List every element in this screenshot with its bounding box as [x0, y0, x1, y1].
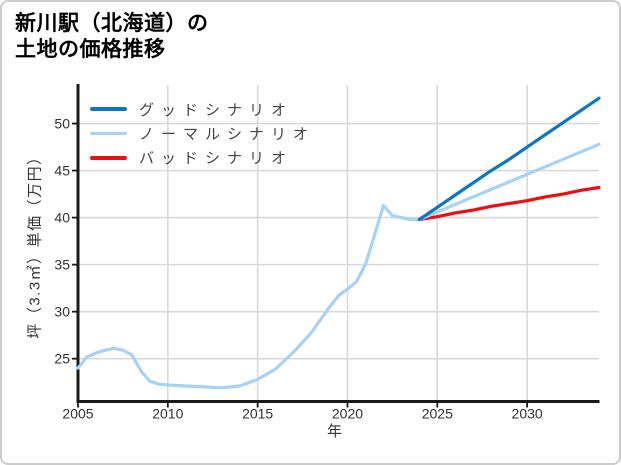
y-tick-label: 45: [54, 163, 70, 179]
chart-title-line-1: 新川駅（北海道）の: [15, 12, 209, 35]
legend-item-label: バッドシナリオ: [139, 150, 294, 168]
legend-line-icon: [90, 107, 127, 111]
legend-line-icon: [90, 131, 127, 136]
x-tick-label: 2010: [152, 406, 183, 422]
legend-line-icon: [90, 155, 127, 160]
y-tick-label: 50: [54, 116, 70, 132]
legend-item: ノーマルシナリオ: [90, 125, 316, 143]
chart-title: 新川駅（北海道）の 土地の価格推移: [15, 11, 209, 63]
series-line-history: [76, 203, 421, 390]
x-tick-label: 2030: [512, 406, 543, 422]
y-tick-label: 30: [54, 304, 70, 320]
tick-labels: 2005 2010 2015 2020 2025 2030 25 30 35 40 45 50: [54, 116, 542, 422]
legend-item-label: ノーマルシナリオ: [139, 125, 316, 143]
y-axis-label: 坪（3.3㎡）単価（万円）: [26, 148, 44, 339]
y-tick-label: 40: [54, 210, 70, 226]
x-axis-label: 年: [326, 423, 343, 440]
series-lines: [76, 96, 601, 390]
y-tick-label: 35: [54, 257, 70, 273]
legend-item-label: グッドシナリオ: [139, 101, 294, 119]
x-tick-label: 2020: [332, 406, 363, 422]
x-tick-label: 2005: [62, 406, 93, 422]
x-tick-label: 2015: [242, 406, 273, 422]
series-line-bad: [417, 185, 601, 222]
series-line-normal: [417, 142, 601, 222]
x-tick-label: 2025: [422, 406, 453, 422]
axes-spines: [76, 84, 600, 403]
chart-title-line-2: 土地の価格推移: [15, 38, 166, 61]
legend-item: グッドシナリオ: [90, 101, 315, 119]
chart-legend: グッドシナリオノーマルシナリオ バッドシナリオ: [90, 101, 315, 174]
y-tick-label: 25: [54, 351, 70, 367]
legend-item: バッドシナリオ: [90, 150, 315, 168]
series-line-good: [417, 96, 601, 222]
